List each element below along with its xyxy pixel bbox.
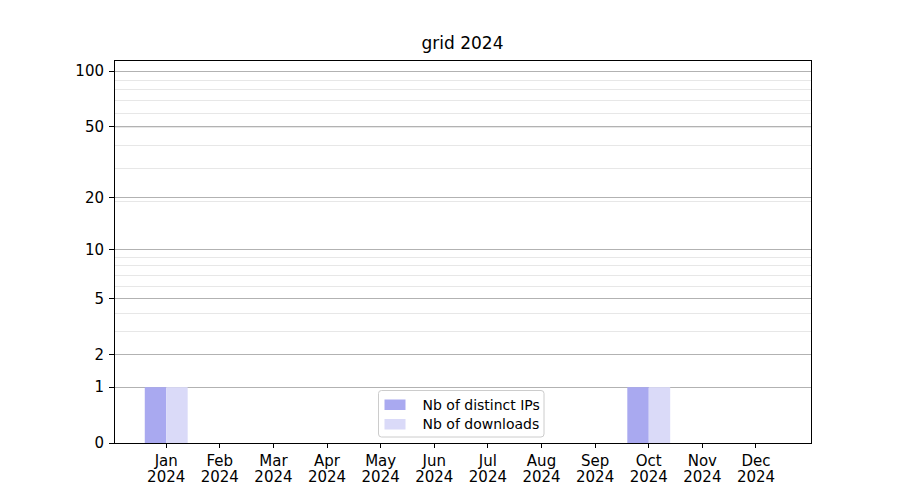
x-tick-label-year: 2024 [469, 468, 507, 486]
x-tick-label-year: 2024 [254, 468, 292, 486]
bar-downloads [649, 387, 670, 443]
x-tick-label-year: 2024 [415, 468, 453, 486]
y-tick-label: 100 [75, 62, 104, 80]
legend-swatch-distinct-ips [385, 400, 406, 411]
y-tick-label: 5 [94, 290, 104, 308]
x-tick-label-year: 2024 [147, 468, 185, 486]
y-tick-label: 50 [85, 118, 104, 136]
x-tick-label-year: 2024 [201, 468, 239, 486]
bar-downloads [166, 387, 187, 443]
x-tick-label-year: 2024 [576, 468, 614, 486]
bar-distinct-ips [627, 387, 648, 443]
y-tick-label: 2 [94, 346, 104, 364]
legend-swatch-downloads [385, 419, 406, 430]
x-tick-label-year: 2024 [362, 468, 400, 486]
chart-title: grid 2024 [422, 33, 504, 53]
x-tick-label-year: 2024 [630, 468, 668, 486]
x-tick-label-year: 2024 [737, 468, 775, 486]
x-tick-label-year: 2024 [308, 468, 346, 486]
x-tick-label-year: 2024 [522, 468, 560, 486]
y-tick-label: 0 [94, 434, 104, 452]
chart-figure: 0125102050100Jan2024Feb2024Mar2024Apr202… [0, 0, 900, 500]
legend-label: Nb of downloads [423, 416, 540, 432]
y-tick-label: 20 [85, 189, 104, 207]
y-tick-label: 1 [94, 378, 104, 396]
x-tick-label-year: 2024 [683, 468, 721, 486]
bar-chart: 0125102050100Jan2024Feb2024Mar2024Apr202… [0, 0, 900, 500]
bar-distinct-ips [145, 387, 166, 443]
legend-label: Nb of distinct IPs [423, 397, 540, 413]
y-tick-label: 10 [85, 241, 104, 259]
